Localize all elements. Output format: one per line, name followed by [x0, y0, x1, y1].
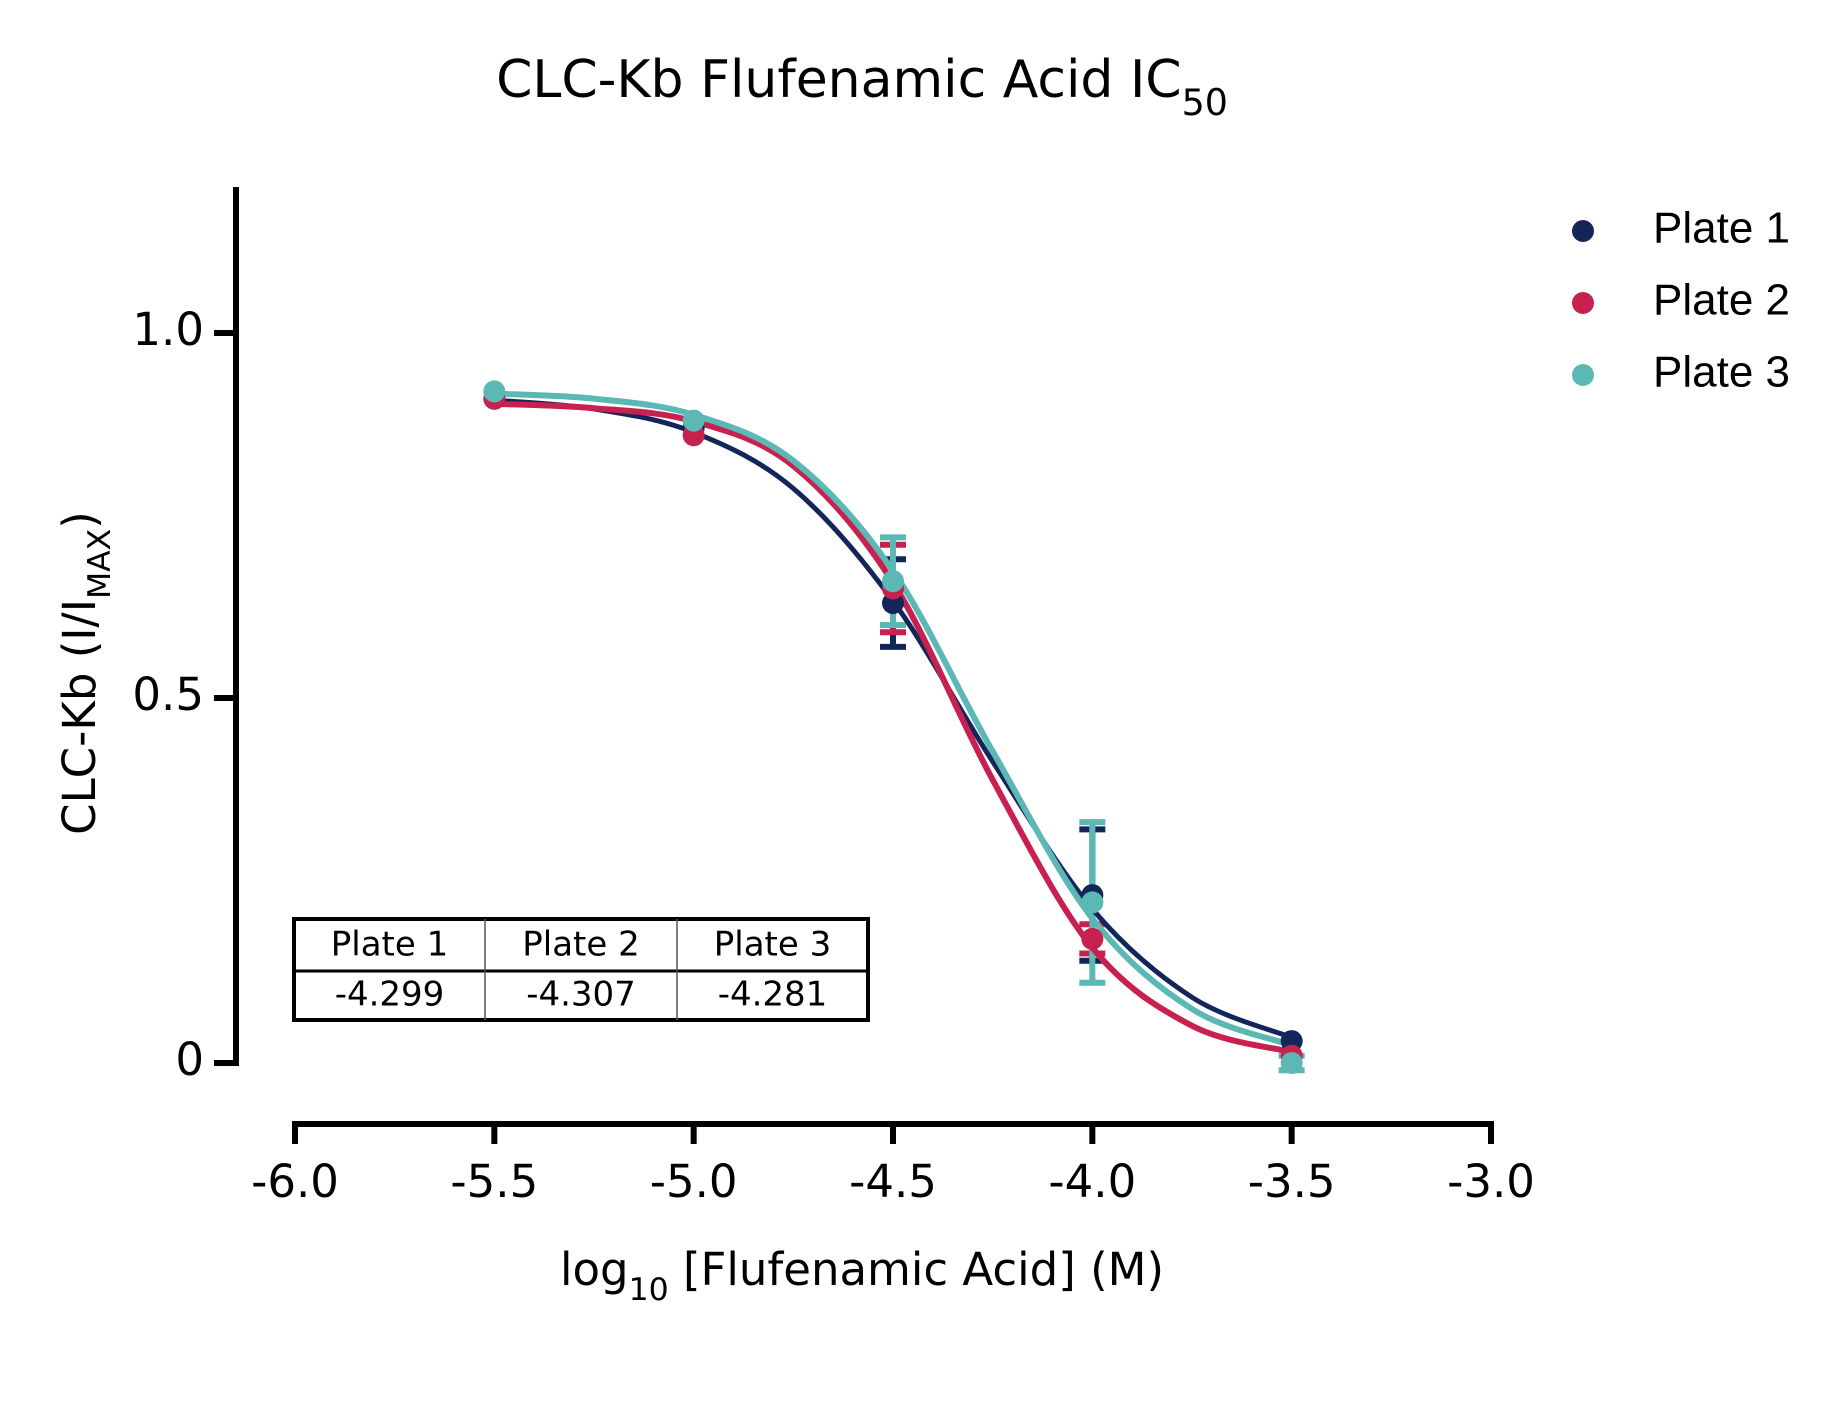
legend-marker [1572, 220, 1594, 242]
y-axis-label-part: ) [53, 511, 106, 529]
chart-title: CLC-Kb Flufenamic Acid IC50 [496, 50, 1228, 124]
ic50-table-value: -4.307 [526, 975, 636, 1015]
data-point [1280, 1052, 1303, 1074]
ic50-table-header: Plate 3 [714, 925, 831, 965]
y-tick-label: 0.5 [132, 668, 204, 721]
fit-curve [494, 390, 1293, 1048]
data-point [682, 409, 705, 432]
legend-label: Plate 1 [1653, 204, 1790, 253]
x-axis-label-part: log [560, 1243, 629, 1296]
chart-title-part: CLC-Kb Flufenamic Acid IC [496, 50, 1182, 110]
ic50-table-value: -4.299 [335, 975, 445, 1015]
y-axis-label: CLC-Kb (I/IMAX) [53, 511, 118, 835]
data-point [882, 570, 904, 593]
fit-curve [494, 400, 1293, 1055]
legend-label: Plate 2 [1653, 276, 1790, 325]
fit-curve [494, 397, 1293, 1040]
legend-marker [1572, 364, 1594, 386]
x-tick-label: -5.5 [450, 1155, 538, 1208]
x-tick-label: -3.0 [1447, 1155, 1535, 1208]
data-point [1081, 927, 1104, 950]
x-axis-label: log10 [Flufenamic Acid] (M) [560, 1243, 1164, 1308]
ic50-table-value: -4.281 [718, 975, 828, 1015]
legend-marker [1572, 292, 1594, 314]
y-tick-label: 0 [175, 1033, 204, 1086]
x-axis-label-part: [Flufenamic Acid] (M) [669, 1243, 1164, 1296]
x-axis-label-subscript: 10 [629, 1272, 669, 1308]
ic50-table-header: Plate 2 [522, 925, 639, 965]
y-axis-label-part: CLC-Kb (I/I [53, 599, 106, 835]
x-tick-label: -6.0 [251, 1155, 339, 1208]
y-axis-label-subscript: MAX [82, 529, 118, 599]
legend-label: Plate 3 [1653, 348, 1790, 397]
y-tick-label: 1.0 [132, 303, 204, 356]
ic50-table-header: Plate 1 [331, 925, 448, 965]
data-point [483, 380, 506, 403]
x-tick-label: -3.5 [1248, 1155, 1336, 1208]
chart-title-subscript: 50 [1182, 81, 1228, 124]
data-point [1081, 891, 1104, 914]
x-tick-label: -4.0 [1048, 1155, 1136, 1208]
x-tick-label: -4.5 [849, 1155, 937, 1208]
x-tick-label: -5.0 [650, 1155, 738, 1208]
